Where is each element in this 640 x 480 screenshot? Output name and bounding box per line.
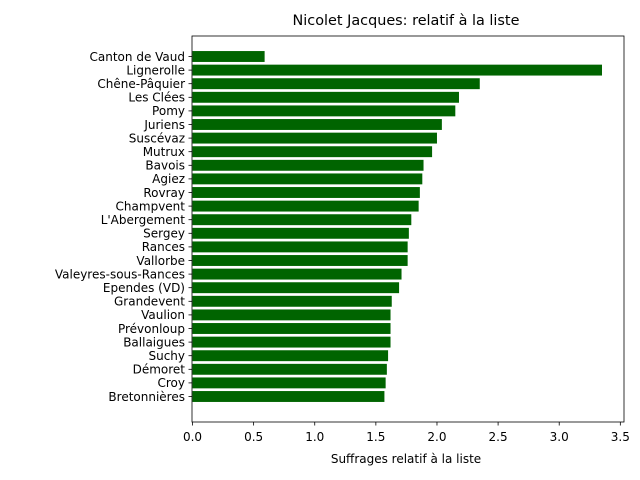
y-tick-label: Pomy	[152, 104, 185, 118]
bar	[192, 146, 433, 158]
y-tick-label: Canton de Vaud	[90, 50, 185, 64]
y-tick-label: Sergey	[143, 227, 185, 241]
y-tick-label: Démoret	[133, 363, 186, 377]
y-tick-label: Rovray	[143, 186, 185, 200]
y-tick-label: Les Clées	[128, 91, 185, 105]
bar	[192, 255, 408, 266]
bar	[192, 363, 387, 375]
bar	[192, 377, 386, 389]
bar	[192, 200, 419, 212]
bar	[192, 64, 602, 76]
bar	[192, 282, 400, 294]
y-tick-label: Suchy	[148, 349, 185, 363]
bar	[192, 241, 408, 253]
bar	[192, 105, 456, 117]
chart-title: Nicolet Jacques: relatif à la liste	[293, 13, 520, 29]
x-tick-label: 1.0	[305, 430, 324, 444]
x-tick-label: 0.5	[244, 430, 263, 444]
x-tick-label: 3.0	[550, 430, 569, 444]
x-tick-label: 2.5	[489, 430, 508, 444]
plot-frame	[191, 35, 625, 423]
y-tick-label: Vallorbe	[136, 254, 185, 268]
y-tick-label: Agiez	[152, 172, 185, 186]
y-axis-ticks: Canton de VaudLignerolleChêne-PâquierLes…	[55, 50, 192, 404]
y-tick-label: Rances	[142, 240, 185, 254]
y-tick-label: Champvent	[116, 199, 186, 213]
y-tick-label: Grandevent	[114, 295, 185, 309]
bar	[192, 214, 412, 226]
bar	[192, 323, 391, 334]
bar	[192, 268, 402, 280]
bar	[192, 350, 389, 362]
x-tick-label: 1.5	[366, 430, 385, 444]
bar	[192, 91, 459, 103]
y-tick-label: Juriens	[143, 118, 185, 132]
bar	[192, 187, 420, 198]
y-tick-label: Lignerolle	[126, 63, 185, 77]
bar	[192, 159, 424, 171]
bar	[192, 391, 385, 402]
y-tick-label: Mutrux	[143, 145, 185, 159]
bar	[192, 227, 409, 239]
y-tick-label: Prévonloup	[118, 322, 185, 336]
bars-group	[192, 51, 602, 402]
bar	[192, 173, 423, 185]
y-tick-label: Bavois	[145, 159, 185, 173]
x-axis-label: Suffrages relatif à la liste	[331, 452, 481, 466]
y-tick-label: Vaulion	[141, 308, 185, 322]
x-tick-label: 3.5	[611, 430, 630, 444]
y-tick-label: Croy	[158, 376, 186, 390]
x-axis-ticks: 0.0 0.5 1.0 1.5 2.0 2.5 3.0 3.5	[183, 422, 630, 444]
bar	[192, 78, 480, 90]
y-tick-label: Valeyres-sous-Rances	[55, 267, 185, 281]
x-tick-label: 0.0	[183, 430, 202, 444]
y-tick-label: Chêne-Pâquier	[97, 77, 185, 91]
y-tick-label: Ballaigues	[123, 335, 185, 349]
y-tick-label: Ependes (VD)	[103, 281, 185, 295]
y-tick-label: Suscévaz	[129, 131, 185, 145]
bar	[192, 51, 265, 62]
x-tick-label: 2.0	[427, 430, 446, 444]
bar	[192, 336, 391, 348]
bar	[192, 132, 437, 144]
bar	[192, 119, 442, 130]
bar	[192, 309, 391, 321]
y-tick-label: L'Abergement	[101, 213, 186, 227]
bar	[192, 295, 392, 307]
y-tick-label: Bretonnières	[108, 390, 185, 404]
